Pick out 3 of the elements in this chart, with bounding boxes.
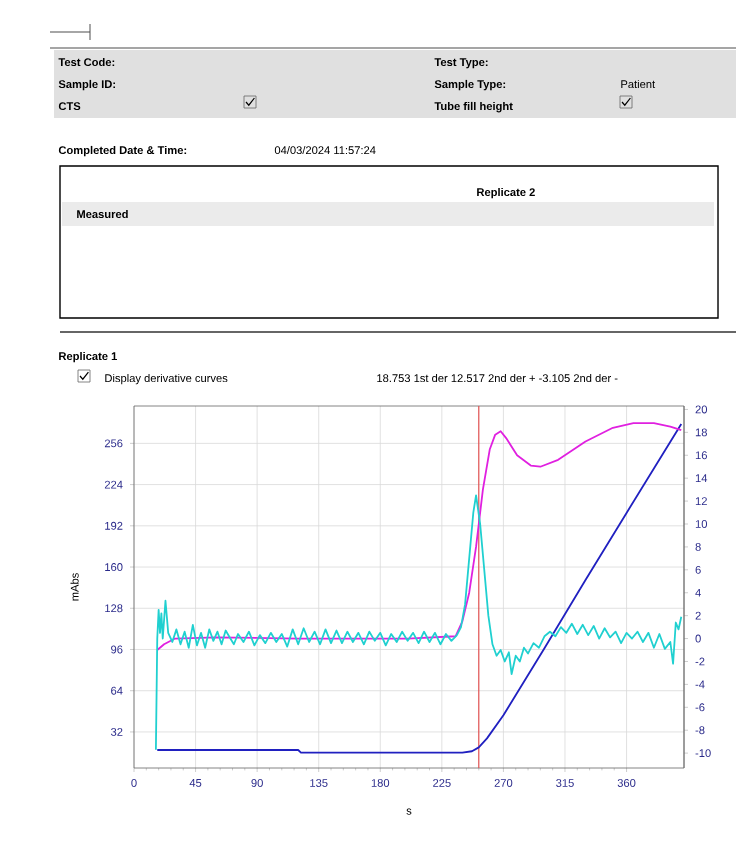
line-series [156,423,683,754]
line-series [156,422,683,651]
line-series [154,494,683,751]
